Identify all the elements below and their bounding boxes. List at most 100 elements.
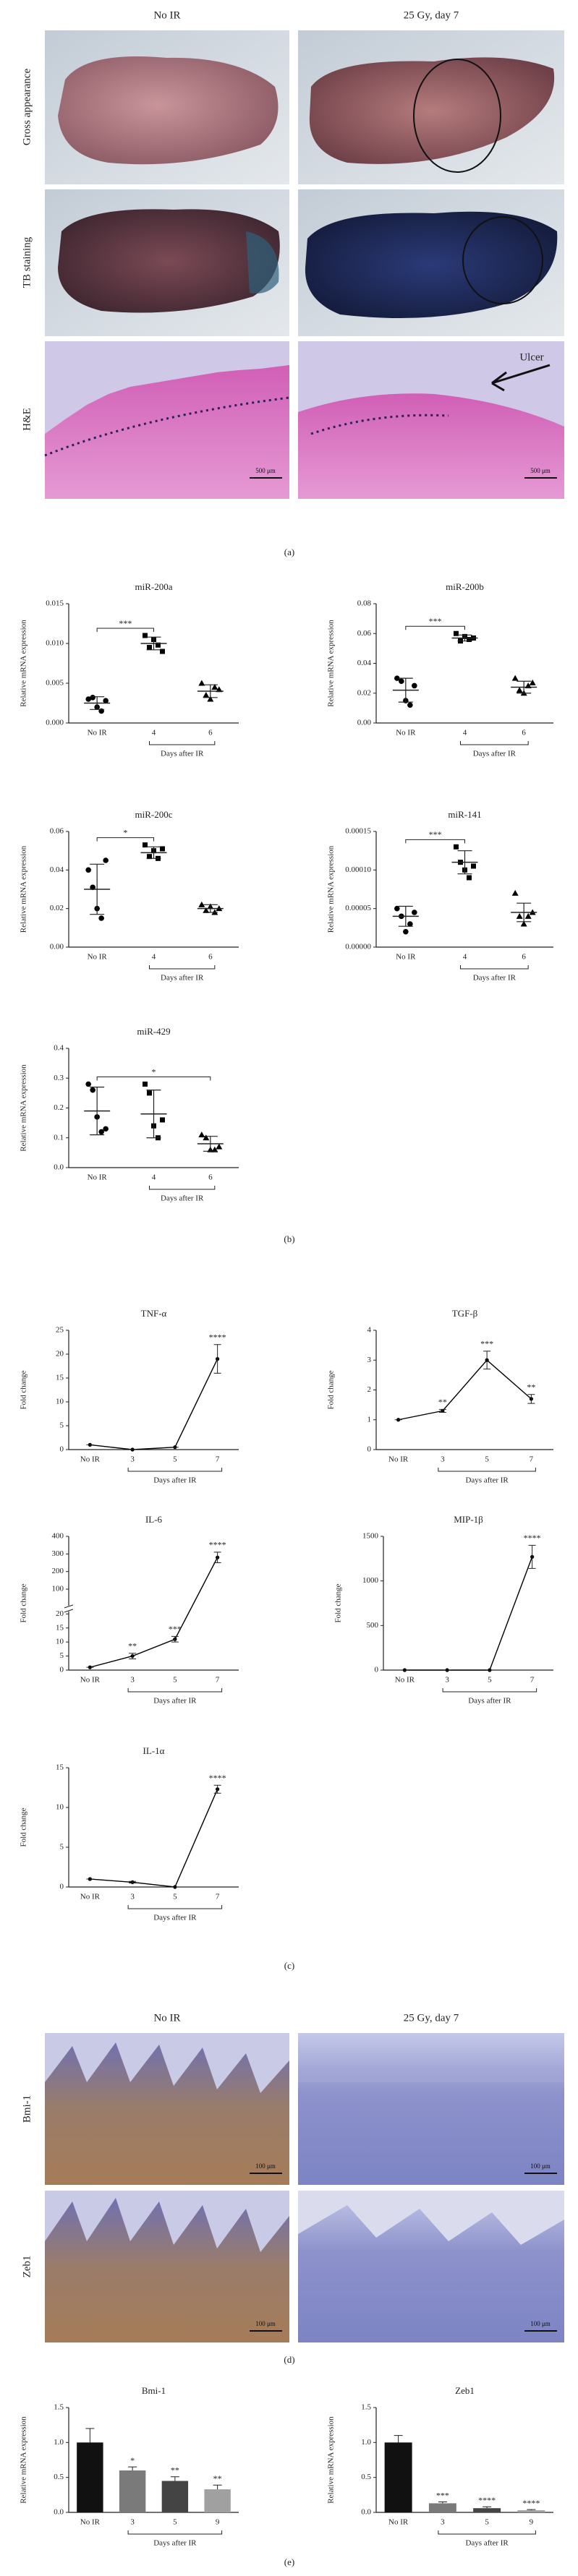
y-tick-label: 3 xyxy=(367,1356,372,1364)
error-bar xyxy=(90,1087,105,1136)
x-tick-label: 4 xyxy=(463,953,467,962)
y-tick-label: 15 xyxy=(56,1623,64,1632)
x-bracket xyxy=(460,965,529,970)
data-point xyxy=(403,928,409,935)
line xyxy=(90,1789,218,1888)
x-axis-label: Days after IR xyxy=(473,974,517,983)
error-bar xyxy=(438,1408,446,1413)
panel-label: (a) xyxy=(284,547,294,557)
x-tick-label: 6 xyxy=(208,953,213,962)
y-tick-label: 0.5 xyxy=(361,2473,371,2481)
significance-label: **** xyxy=(478,2495,496,2505)
x-axis-label: Days after IR xyxy=(473,750,517,758)
error-bar xyxy=(90,696,105,710)
significance-label: **** xyxy=(524,1533,541,1543)
x-tick-label: No IR xyxy=(80,2518,101,2527)
x-tick-label: 3 xyxy=(445,1676,449,1685)
y-tick-label: 20 xyxy=(56,1609,64,1618)
chart-title: TGF-β xyxy=(452,1308,478,1319)
data-point xyxy=(394,905,400,912)
data-point xyxy=(203,907,210,913)
data-point xyxy=(98,1129,104,1135)
x-tick-label: No IR xyxy=(395,1676,415,1685)
y-axis-label: Fold change xyxy=(20,1583,28,1622)
y-tick-label: 0 xyxy=(60,1883,64,1891)
chart-title: IL-6 xyxy=(145,1514,163,1525)
significance-label: *** xyxy=(429,616,442,626)
error-bar xyxy=(90,863,105,915)
y-tick-label: 0.00 xyxy=(357,719,372,727)
y-tick-label: 0.02 xyxy=(357,688,371,697)
x-tick-label: No IR xyxy=(396,953,416,962)
x-axis-label: Days after IR xyxy=(465,2539,509,2548)
significance-label: * xyxy=(130,2455,135,2465)
y-tick-label: 0.005 xyxy=(46,679,64,688)
error-bar xyxy=(213,1552,221,1564)
y-tick-label: 20 xyxy=(56,1350,64,1358)
chart-title: Bmi-1 xyxy=(142,2385,166,2396)
data-point xyxy=(90,884,95,891)
photo-tb-noir xyxy=(45,189,289,336)
significance-label: **** xyxy=(209,1332,226,1343)
axis-break-mark xyxy=(64,1604,74,1609)
significance-label: ** xyxy=(213,2473,222,2483)
data-point xyxy=(511,889,519,896)
y-tick-label: 100 xyxy=(52,1585,64,1593)
y-tick-label: 500 xyxy=(367,1621,379,1630)
chart-title: Zeb1 xyxy=(455,2385,475,2396)
data-point xyxy=(399,678,404,685)
data-point xyxy=(207,696,214,702)
data-point xyxy=(203,692,210,698)
chart-title: IL-1α xyxy=(143,1745,165,1756)
y-tick-label: 10 xyxy=(56,1803,64,1812)
row-label: H&E xyxy=(21,408,33,431)
y-axis-label: Relative mRNA expression xyxy=(20,620,28,707)
significance-label: *** xyxy=(169,1624,182,1634)
photo-tb-ir xyxy=(298,189,564,336)
significance-label: * xyxy=(123,827,127,837)
error-bar xyxy=(146,636,161,651)
y-tick-label: 25 xyxy=(56,1326,64,1335)
y-tick-label: 300 xyxy=(52,1549,64,1558)
data-point xyxy=(103,1126,109,1132)
x-axis-label: Days after IR xyxy=(153,1476,197,1485)
data-point xyxy=(524,912,532,919)
y-tick-label: 10 xyxy=(56,1398,64,1406)
y-tick-label: 0.3 xyxy=(54,1074,64,1082)
data-point xyxy=(147,854,152,860)
photo-gross-noir xyxy=(45,30,289,184)
x-tick-label: 7 xyxy=(216,1676,220,1685)
error-bar xyxy=(129,1880,137,1883)
x-tick-label: 5 xyxy=(488,1676,492,1685)
chart-title: miR-429 xyxy=(137,1026,170,1037)
x-bracket xyxy=(460,741,529,745)
y-axis-label: Fold change xyxy=(334,1583,343,1622)
x-tick-label: 5 xyxy=(173,1455,177,1464)
x-bracket xyxy=(438,1468,536,1472)
x-tick-label: No IR xyxy=(80,1893,101,1901)
y-axis-label: Relative mRNA expression xyxy=(327,620,336,707)
y-axis-label: Relative mRNA expression xyxy=(20,2416,28,2504)
row-label: Zeb1 xyxy=(21,2256,33,2278)
y-tick-label: 0.08 xyxy=(357,599,372,608)
y-tick-label: 0.00010 xyxy=(345,865,371,874)
error-bar xyxy=(457,634,472,642)
row-label: Gross appearance xyxy=(21,69,33,146)
y-tick-label: 0 xyxy=(60,1666,64,1674)
scale-bar-label: 100 μm xyxy=(530,2162,551,2170)
y-tick-label: 0.0 xyxy=(54,2508,64,2517)
x-tick-label: 6 xyxy=(522,729,526,737)
bar xyxy=(119,2470,146,2512)
error-bar xyxy=(203,904,218,913)
photo-gross-ir xyxy=(298,30,564,184)
data-point xyxy=(147,1090,152,1096)
photo-ihc xyxy=(45,2033,564,2342)
error-bar xyxy=(438,2502,447,2504)
error-bar xyxy=(128,2466,137,2470)
x-tick-label: 6 xyxy=(208,1173,213,1182)
x-tick-label: No IR xyxy=(80,1676,101,1685)
y-tick-label: 200 xyxy=(52,1567,64,1575)
x-bracket xyxy=(149,1186,216,1190)
data-point xyxy=(394,675,400,681)
x-tick-label: 4 xyxy=(463,729,467,737)
